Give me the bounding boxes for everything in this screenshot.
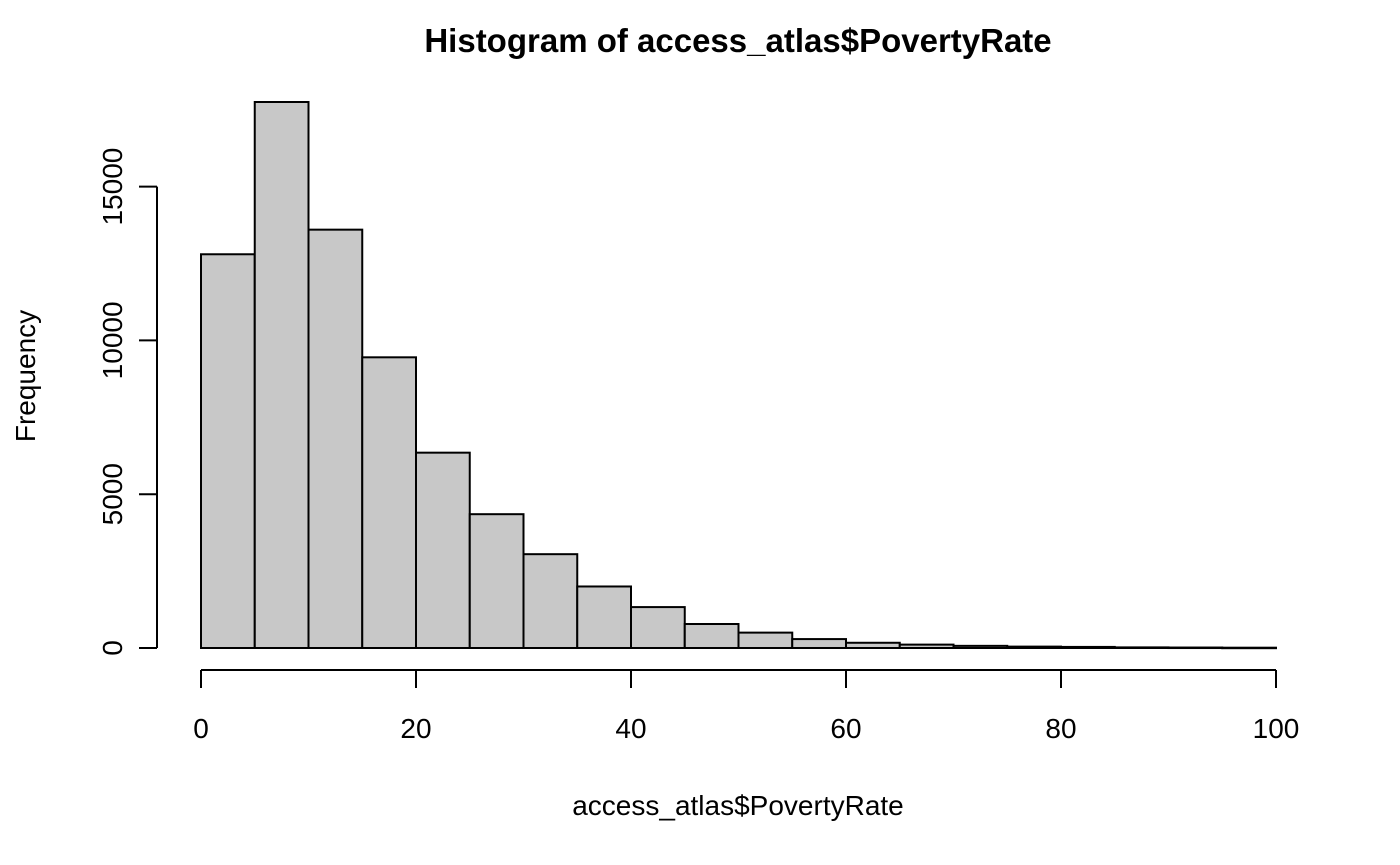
bars-group [200, 101, 1277, 650]
histogram-bar [952, 644, 1009, 649]
x-tick-label: 40 [615, 713, 646, 744]
histogram-bar [1006, 645, 1062, 650]
histogram-bar [845, 641, 901, 649]
y-tick-label: 15000 [97, 148, 128, 226]
histogram-bar [683, 623, 740, 650]
histogram-bar [1113, 646, 1170, 649]
histogram-bar [1221, 646, 1277, 650]
histogram-bar [307, 228, 364, 649]
y-tick-label: 0 [97, 640, 128, 656]
histogram-bar [415, 451, 471, 649]
y-tick-label: 10000 [97, 301, 128, 379]
histogram-bar [898, 643, 955, 649]
x-axis-label: access_atlas$PovertyRate [572, 790, 904, 821]
histogram-bar [468, 513, 525, 649]
x-tick-label: 20 [400, 713, 431, 744]
histogram-bar [791, 638, 847, 649]
x-tick-label: 60 [830, 713, 861, 744]
histogram-bar [253, 101, 310, 649]
histogram-bar [522, 553, 579, 650]
histogram-bar [1060, 645, 1116, 650]
histogram-bar [630, 606, 686, 649]
y-axis: 0 5000 10000 15000 [97, 148, 158, 656]
y-tick-label: 5000 [97, 463, 128, 525]
x-tick-label: 100 [1253, 713, 1300, 744]
histogram-bar [576, 585, 632, 650]
x-axis: 0 20 40 60 80 100 [193, 669, 1300, 744]
x-tick-label: 0 [193, 713, 209, 744]
chart-title: Histogram of access_atlas$PovertyRate [424, 22, 1051, 59]
histogram-bar [361, 356, 417, 649]
histogram-bar [1167, 646, 1224, 650]
histogram-bar [200, 253, 256, 649]
x-tick-label: 80 [1045, 713, 1076, 744]
histogram-bar [737, 631, 794, 649]
y-axis-label: Frequency [10, 310, 41, 442]
